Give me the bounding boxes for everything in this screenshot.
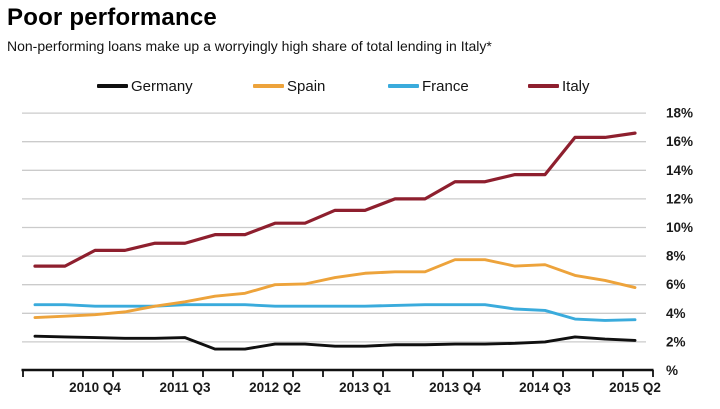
legend-item-germany: Germany (97, 77, 193, 95)
germany-line (33, 334, 637, 351)
y-axis-tick-label: 16% (666, 134, 693, 149)
y-axis-tick-label: 2% (666, 334, 686, 349)
legend-item-italy: Italy (528, 77, 590, 95)
germany-line-swatch (97, 84, 128, 88)
y-axis-tick-label: 6% (666, 277, 686, 292)
chart-subtitle: Non-performing loans make up a worryingl… (7, 38, 492, 54)
legend-label-france: France (422, 77, 469, 95)
x-axis-tick-label: 2012 Q2 (249, 380, 301, 395)
x-axis-tick-label: 2015 Q2 (609, 380, 661, 395)
legend-label-italy: Italy (562, 77, 590, 95)
legend-item-spain: Spain (253, 77, 325, 95)
x-axis-tick-label: 2010 Q4 (69, 380, 121, 395)
x-axis-tick-label: 2014 Q3 (519, 380, 571, 395)
france-line-swatch (388, 84, 419, 88)
france-line (33, 303, 637, 322)
legend: Germany Spain France Italy (0, 77, 720, 95)
chart-title: Poor performance (7, 4, 217, 31)
x-axis-tick-label: 2013 Q4 (429, 380, 481, 395)
y-axis-tick-label: 12% (666, 191, 693, 206)
y-axis-tick-label: 14% (666, 163, 693, 178)
legend-label-spain: Spain (287, 77, 326, 95)
spain-line (33, 258, 637, 320)
legend-label-germany: Germany (131, 77, 193, 95)
italy-line-swatch (528, 84, 559, 88)
y-axis-tick-label: 18% (666, 106, 693, 121)
x-axis-tick-label: 2011 Q3 (159, 380, 211, 395)
y-axis-tick-label: % (666, 363, 678, 378)
y-axis-tick-label: 8% (666, 249, 686, 264)
italy-line (33, 131, 637, 268)
legend-item-france: France (388, 77, 469, 95)
x-axis-tick-label: 2013 Q1 (339, 380, 391, 395)
y-axis-tick-label: 4% (666, 306, 686, 321)
spain-line-swatch (253, 84, 284, 88)
y-axis-tick-label: 10% (666, 220, 693, 235)
